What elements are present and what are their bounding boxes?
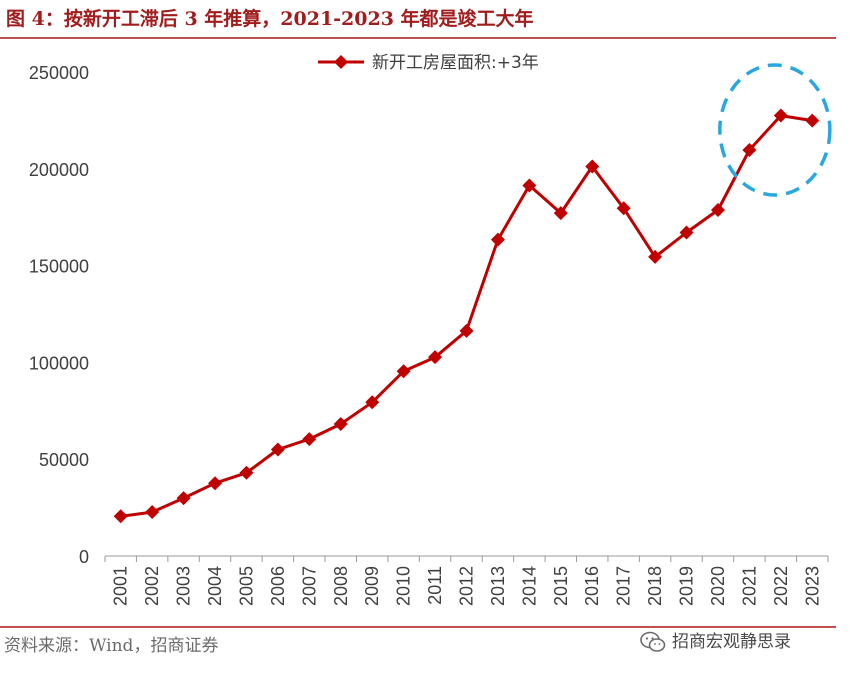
- figure-title: 图 4：按新开工滞后 3 年推算，2021-2023 年都是竣工大年: [6, 8, 534, 30]
- data-point: [522, 178, 537, 193]
- y-tick-label: 100000: [29, 353, 89, 373]
- x-tick-label: 2018: [645, 566, 665, 606]
- x-tick-label: 2002: [142, 566, 162, 606]
- x-tick-label: 2003: [174, 566, 194, 606]
- brand-watermark: 招商宏观静思录: [640, 626, 791, 658]
- x-tick-label: 2016: [582, 566, 602, 606]
- x-tick-label: 2014: [519, 566, 539, 606]
- title-rule: [0, 37, 836, 39]
- y-tick-label: 0: [79, 547, 89, 567]
- data-point: [333, 416, 348, 431]
- data-point: [648, 249, 663, 264]
- data-point: [145, 505, 160, 520]
- x-tick-label: 2020: [708, 566, 728, 606]
- x-tick-label: 2022: [771, 566, 791, 606]
- x-tick-label: 2009: [362, 566, 382, 606]
- x-tick-label: 2010: [394, 566, 414, 606]
- series-line: [120, 114, 813, 518]
- x-tick-label: 2015: [551, 566, 571, 606]
- y-axis: 0 50000 100000 150000 200000 250000: [29, 63, 89, 567]
- highlight-annotation: [718, 63, 832, 197]
- y-tick-label: 250000: [29, 63, 89, 83]
- x-tick-label: 2004: [205, 566, 225, 606]
- data-point: [553, 206, 568, 221]
- data-point: [396, 364, 411, 379]
- data-point: [710, 203, 725, 218]
- data-point: [239, 465, 254, 480]
- x-tick-label: 2012: [457, 566, 477, 606]
- bottom-rule: [0, 626, 836, 628]
- x-tick-label: 2021: [739, 566, 759, 606]
- y-tick-label: 150000: [29, 257, 89, 277]
- source-note: 资料来源：Wind，招商证券: [4, 636, 219, 656]
- y-tick-label: 50000: [39, 450, 89, 470]
- data-point: [365, 395, 380, 410]
- x-tick-label: 2001: [111, 566, 131, 606]
- data-point: [459, 323, 474, 338]
- legend-label: 新开工房屋面积:+3年: [372, 53, 539, 73]
- x-axis: 2001 2002 2003 2004 2005 2006 2007 2008 2009 2010…: [104, 555, 829, 606]
- x-tick-label: 2007: [299, 566, 319, 606]
- x-tick-label: 2023: [802, 566, 822, 606]
- data-point: [616, 201, 631, 216]
- data-point: [428, 350, 443, 365]
- y-tick-label: 200000: [29, 160, 89, 180]
- data-point: [208, 476, 223, 491]
- series-new-starts-plus3: [113, 108, 820, 524]
- data-point: [805, 113, 820, 128]
- x-tick-label: 2005: [236, 566, 256, 606]
- data-point: [490, 232, 505, 247]
- x-tick-label: 2017: [614, 566, 634, 606]
- x-tick-label: 2019: [677, 566, 697, 606]
- data-point: [773, 108, 788, 123]
- data-point: [176, 491, 191, 506]
- highlight-ellipse: [718, 63, 832, 197]
- legend: 新开工房屋面积:+3年: [318, 53, 539, 73]
- data-point: [585, 159, 600, 174]
- data-point: [270, 442, 285, 457]
- legend-marker: [334, 55, 348, 69]
- x-tick-label: 2006: [268, 566, 288, 606]
- data-point: [742, 143, 757, 158]
- wechat-icon: [640, 631, 666, 652]
- x-tick-label: 2013: [488, 566, 508, 606]
- data-point: [679, 225, 694, 240]
- x-tick-label: 2008: [331, 566, 351, 606]
- brand-text: 招商宏观静思录: [672, 632, 791, 652]
- data-point: [113, 509, 128, 524]
- x-tick-label: 2011: [425, 566, 445, 605]
- data-point: [302, 432, 317, 447]
